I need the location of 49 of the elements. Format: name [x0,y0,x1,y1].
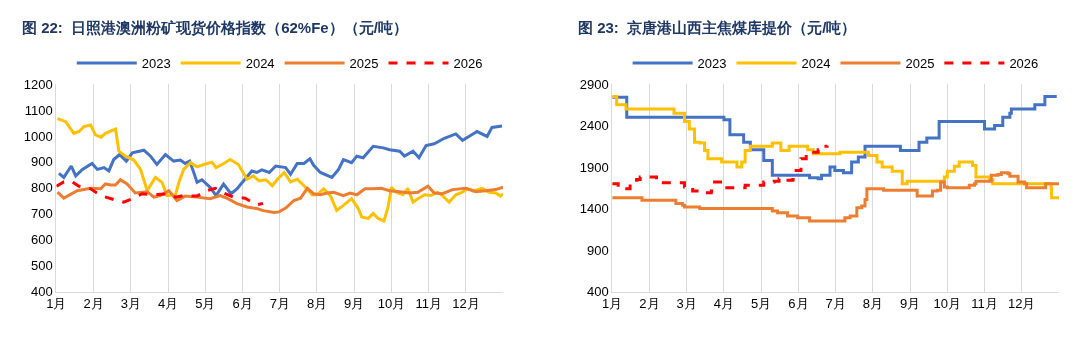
x-tick-label: 12月 [452,296,480,312]
x-tick-label: 11月 [971,296,998,312]
y-tick-label: 1100 [24,102,53,118]
legend-label: 2024 [245,56,275,72]
legend-label: 2026 [453,56,483,72]
y-tick-label: 2400 [579,118,609,134]
legend-label: 2023 [697,56,727,72]
x-tick-label: 2月 [639,296,660,312]
x-tick-label: 10月 [377,296,406,312]
legend-label: 2025 [349,56,379,72]
x-tick-label: 9月 [899,296,921,312]
x-tick-label: 5月 [751,296,772,312]
legend-label: 2024 [801,56,831,72]
y-tick-label: 2900 [579,76,609,92]
legend-label: 2023 [141,56,171,72]
x-tick-label: 12月 [1008,296,1036,312]
legend-label: 2026 [1009,56,1039,72]
x-tick-label: 3月 [120,296,141,312]
y-tick-label: 1400 [579,201,609,217]
x-tick-label: 5月 [195,296,216,312]
x-tick-label: 7月 [269,296,290,312]
x-tick-label: 8月 [862,296,883,312]
y-tick-label: 500 [31,258,53,274]
line-series [57,124,504,198]
legend-label: 2025 [905,56,935,72]
x-tick-label: 9月 [344,296,365,312]
x-tick-label: 4月 [713,296,735,312]
x-tick-label: 2月 [83,296,104,312]
chart-title: 图 23: 京唐港山西主焦煤库提价（元/吨） [578,19,857,36]
y-tick-label: 1200 [23,76,53,92]
line-series [56,117,504,223]
x-tick-label: 10月 [933,296,962,312]
x-tick-label: 11月 [415,296,442,312]
x-tick-label: 6月 [232,296,253,312]
y-tick-label: 1900 [579,159,609,175]
x-tick-label: 4月 [157,296,179,312]
y-tick-label: 1000 [23,128,53,144]
x-tick-label: 3月 [676,296,697,312]
y-tick-label: 600 [31,232,53,248]
chart-title: 图 22: 日照港澳洲粉矿现货价格指数（62%Fe）（元/吨） [22,19,408,36]
x-tick-label: 7月 [825,296,846,312]
y-tick-label: 900 [586,242,609,258]
line-series [56,178,504,214]
x-tick-label: 6月 [788,296,809,312]
y-tick-label: 900 [31,154,53,170]
x-tick-label: 8月 [306,296,328,312]
line-series [56,179,265,207]
y-tick-label: 800 [31,180,53,196]
y-tick-label: 700 [31,206,53,222]
